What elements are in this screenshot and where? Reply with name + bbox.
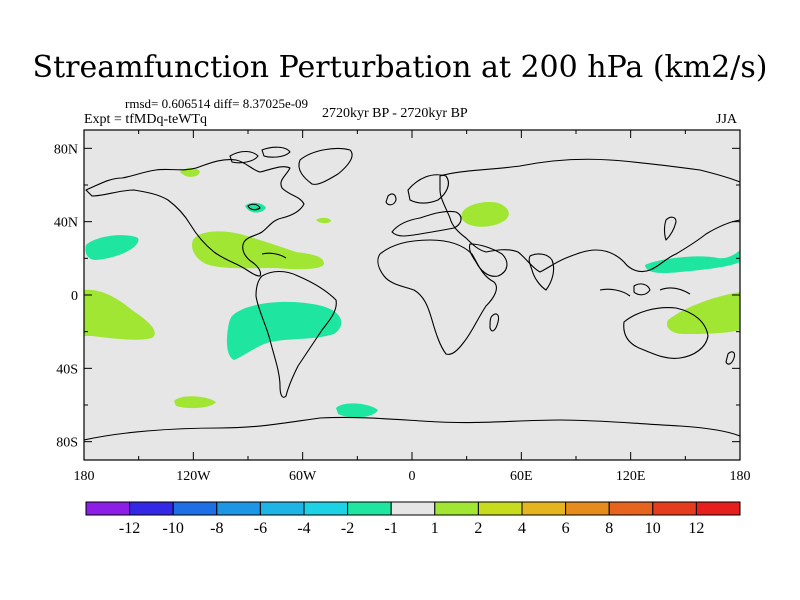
plot-title: Streamfunction Perturbation at 200 hPa (… (32, 50, 768, 85)
anomaly-s-pacific-positive (174, 396, 216, 409)
experiment-label: Expt = tfMDq-teWTq (84, 112, 207, 127)
colorbar-swatch (259, 501, 305, 516)
colorbar (85, 501, 741, 516)
colorbar-label: -12 (119, 520, 140, 537)
anomaly-w-pacific-negative (645, 250, 740, 274)
coastlines (84, 146, 740, 441)
colorbar-label: 4 (518, 520, 526, 537)
anomaly-atlantic-small-positive (316, 217, 331, 224)
colorbar-label: -10 (163, 520, 184, 537)
colorbar-label: 1 (431, 520, 439, 537)
colorbar-swatch (85, 501, 131, 516)
lon-tick-label: 120W (176, 469, 211, 484)
colorbar-label: 10 (645, 520, 661, 537)
colorbar-swatch (521, 501, 567, 516)
lon-tick-label: 180 (74, 469, 95, 484)
colorbar-label: -8 (210, 520, 223, 537)
anomaly-n-pacific-negative (85, 235, 139, 260)
anomaly-s-atlantic-negative (226, 301, 342, 360)
colorbar-label: -2 (341, 520, 354, 537)
lat-tick-label: 0 (71, 289, 78, 304)
lon-tick-label: 120E (616, 469, 646, 484)
colorbar-swatch (434, 501, 479, 516)
colorbar-swatch (347, 501, 392, 516)
colorbar-label: 2 (474, 520, 482, 537)
colorbar-swatch (652, 501, 697, 516)
lon-tick-label: 180 (730, 469, 751, 484)
season-label: JJA (716, 112, 738, 127)
period-label: 2720kyr BP - 2720kyr BP (322, 106, 468, 121)
colorbar-swatch (390, 501, 436, 516)
anomaly-central-america-positive (192, 231, 324, 270)
lon-tick-label: 60W (289, 469, 317, 484)
colorbar-swatch (477, 501, 523, 516)
colorbar-label: 6 (562, 520, 570, 537)
colorbar-swatch (172, 501, 218, 516)
stats-line: rmsd= 0.606514 diff= 8.37025e-09 (125, 96, 309, 111)
lat-tick-label: 80N (54, 142, 78, 157)
lon-tick-label: 0 (409, 469, 416, 484)
anomaly-e-pacific-positive (84, 289, 155, 340)
anomaly-australia-positive (666, 292, 740, 334)
lat-tick-label: 80S (56, 436, 78, 451)
colorbar-swatch (608, 501, 654, 516)
colorbar-swatch (695, 501, 741, 516)
lat-tick-label: 40S (56, 362, 78, 377)
colorbar-label: -1 (385, 520, 398, 537)
colorbar-label: 12 (688, 520, 704, 537)
colorbar-swatch (129, 501, 174, 516)
colorbar-label: -4 (297, 520, 310, 537)
colorbar-swatch (303, 501, 349, 516)
lat-tick-label: 40N (54, 216, 78, 231)
anomaly-southern-ocean-negative (336, 403, 378, 418)
colorbar-label: -6 (254, 520, 267, 537)
colorbar-swatch (565, 501, 610, 516)
anomaly-caspian-positive (461, 202, 509, 227)
lon-tick-label: 60E (510, 469, 533, 484)
colorbar-label: 8 (605, 520, 613, 537)
colorbar-swatch (216, 501, 261, 516)
